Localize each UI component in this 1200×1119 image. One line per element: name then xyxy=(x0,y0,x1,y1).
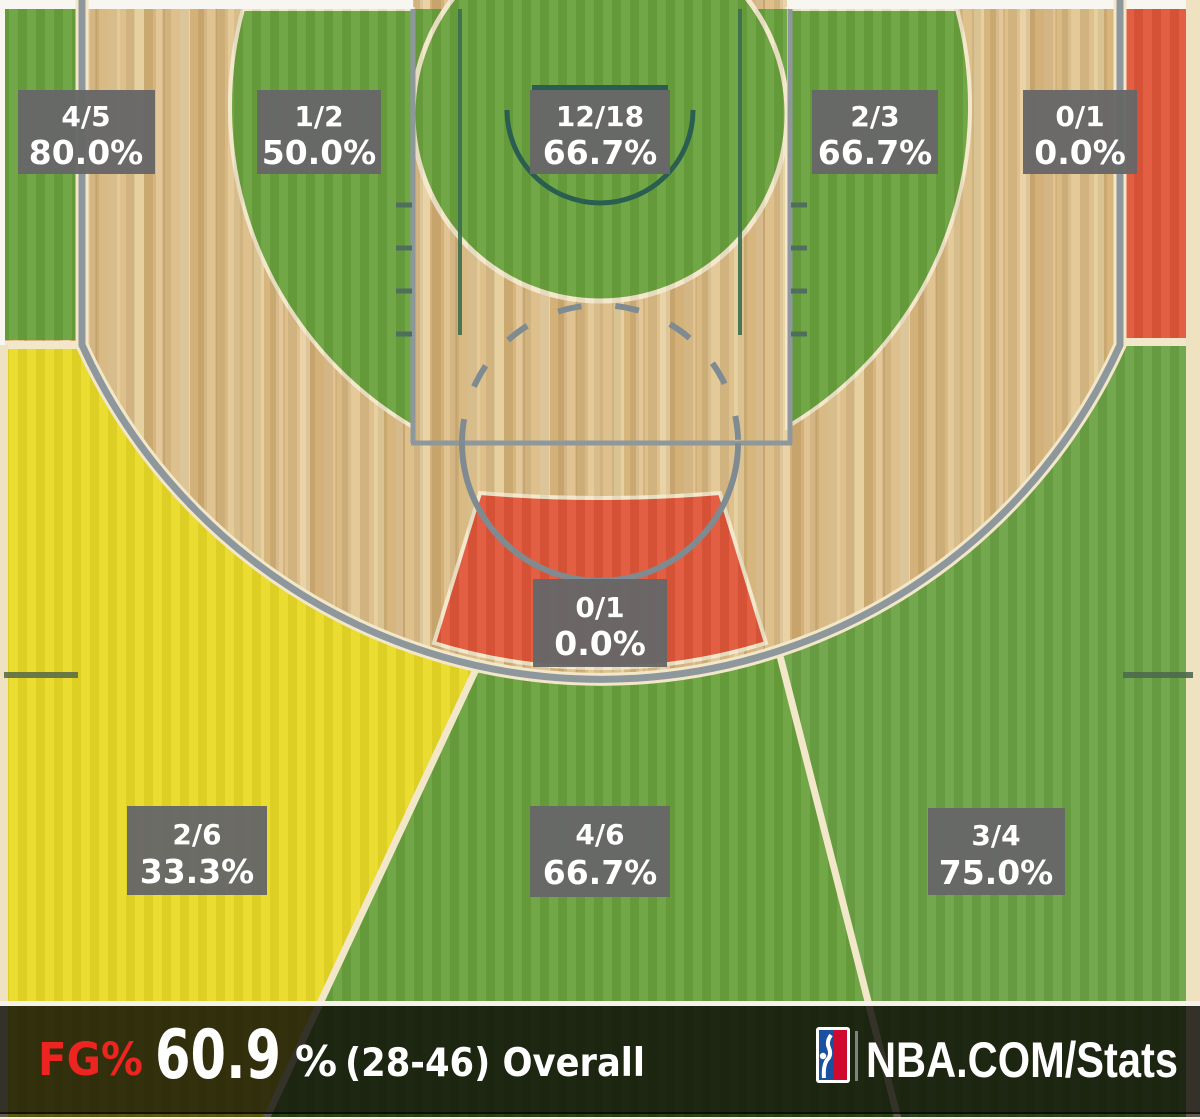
zone-made-att: 12/18 xyxy=(556,100,644,133)
footer-bottom-edge xyxy=(0,1117,1200,1119)
three-point-line xyxy=(78,0,1124,683)
top-border-left xyxy=(0,0,413,9)
zone-label-right-above-break-3: 3/4 75.0% xyxy=(928,808,1065,895)
zone-label-left-above-break-3: 2/6 33.3% xyxy=(127,806,267,895)
zone-made-att: 4/6 xyxy=(575,818,624,851)
zone-pct: 66.7% xyxy=(543,133,658,172)
fg-detail: (28-46) Overall xyxy=(345,1041,645,1086)
zone-made-att: 2/6 xyxy=(172,818,221,851)
footer-bottom-shade xyxy=(0,1112,1200,1117)
zone-pct: 66.7% xyxy=(543,853,658,892)
stats-footer-bar: FG% 60.9 % (28-46) Overall NBA.COM/Stats xyxy=(0,1001,1200,1119)
zone-label-left-corner-3: 4/5 80.0% xyxy=(18,90,155,174)
zone-made-att: 3/4 xyxy=(971,819,1020,852)
fg-value: 60.9 xyxy=(155,1016,281,1095)
top-border-right xyxy=(787,0,1200,9)
ft-circle-dashed xyxy=(459,302,741,444)
zone-pct: 50.0% xyxy=(262,133,377,172)
zone-pct: 66.7% xyxy=(818,133,933,172)
left-sideline xyxy=(0,345,8,1119)
zone-made-att: 2/3 xyxy=(850,100,899,133)
zone-pct: 0.0% xyxy=(554,624,646,663)
zone-made-att: 0/1 xyxy=(575,591,624,624)
footer-overlay xyxy=(0,1006,1200,1114)
right-sideline xyxy=(1186,0,1200,1119)
zone-made-att: 1/2 xyxy=(294,100,343,133)
zone-pct: 0.0% xyxy=(1034,133,1126,172)
fg-label: FG% xyxy=(38,1033,143,1086)
zone-pct: 75.0% xyxy=(939,853,1054,892)
zone-pct: 80.0% xyxy=(29,133,144,172)
zone-label-restricted-area: 12/18 66.7% xyxy=(530,90,670,174)
zone-label-center-midrange: 0/1 0.0% xyxy=(533,579,667,667)
zone-label-center-above-break-3: 4/6 66.7% xyxy=(530,806,670,897)
left-border xyxy=(0,9,5,345)
zone-label-right-corner-3: 0/1 0.0% xyxy=(1023,90,1137,174)
zone-made-att: 4/5 xyxy=(61,100,110,133)
footer-separator xyxy=(855,1031,858,1081)
brand-text: NBA.COM/Stats xyxy=(866,1032,1178,1088)
zone-label-left-elbow: 1/2 50.0% xyxy=(257,90,381,174)
zone-made-att: 0/1 xyxy=(1055,100,1104,133)
lane-hash-marks xyxy=(396,202,807,337)
restricted-arc xyxy=(504,109,696,206)
zone-pct: 33.3% xyxy=(140,852,255,891)
zone-label-right-elbow: 2/3 66.7% xyxy=(812,90,938,174)
footer-top-edge xyxy=(0,1001,1200,1006)
nba-logo-icon xyxy=(816,1027,850,1083)
fg-percent-symbol: % xyxy=(295,1037,337,1086)
